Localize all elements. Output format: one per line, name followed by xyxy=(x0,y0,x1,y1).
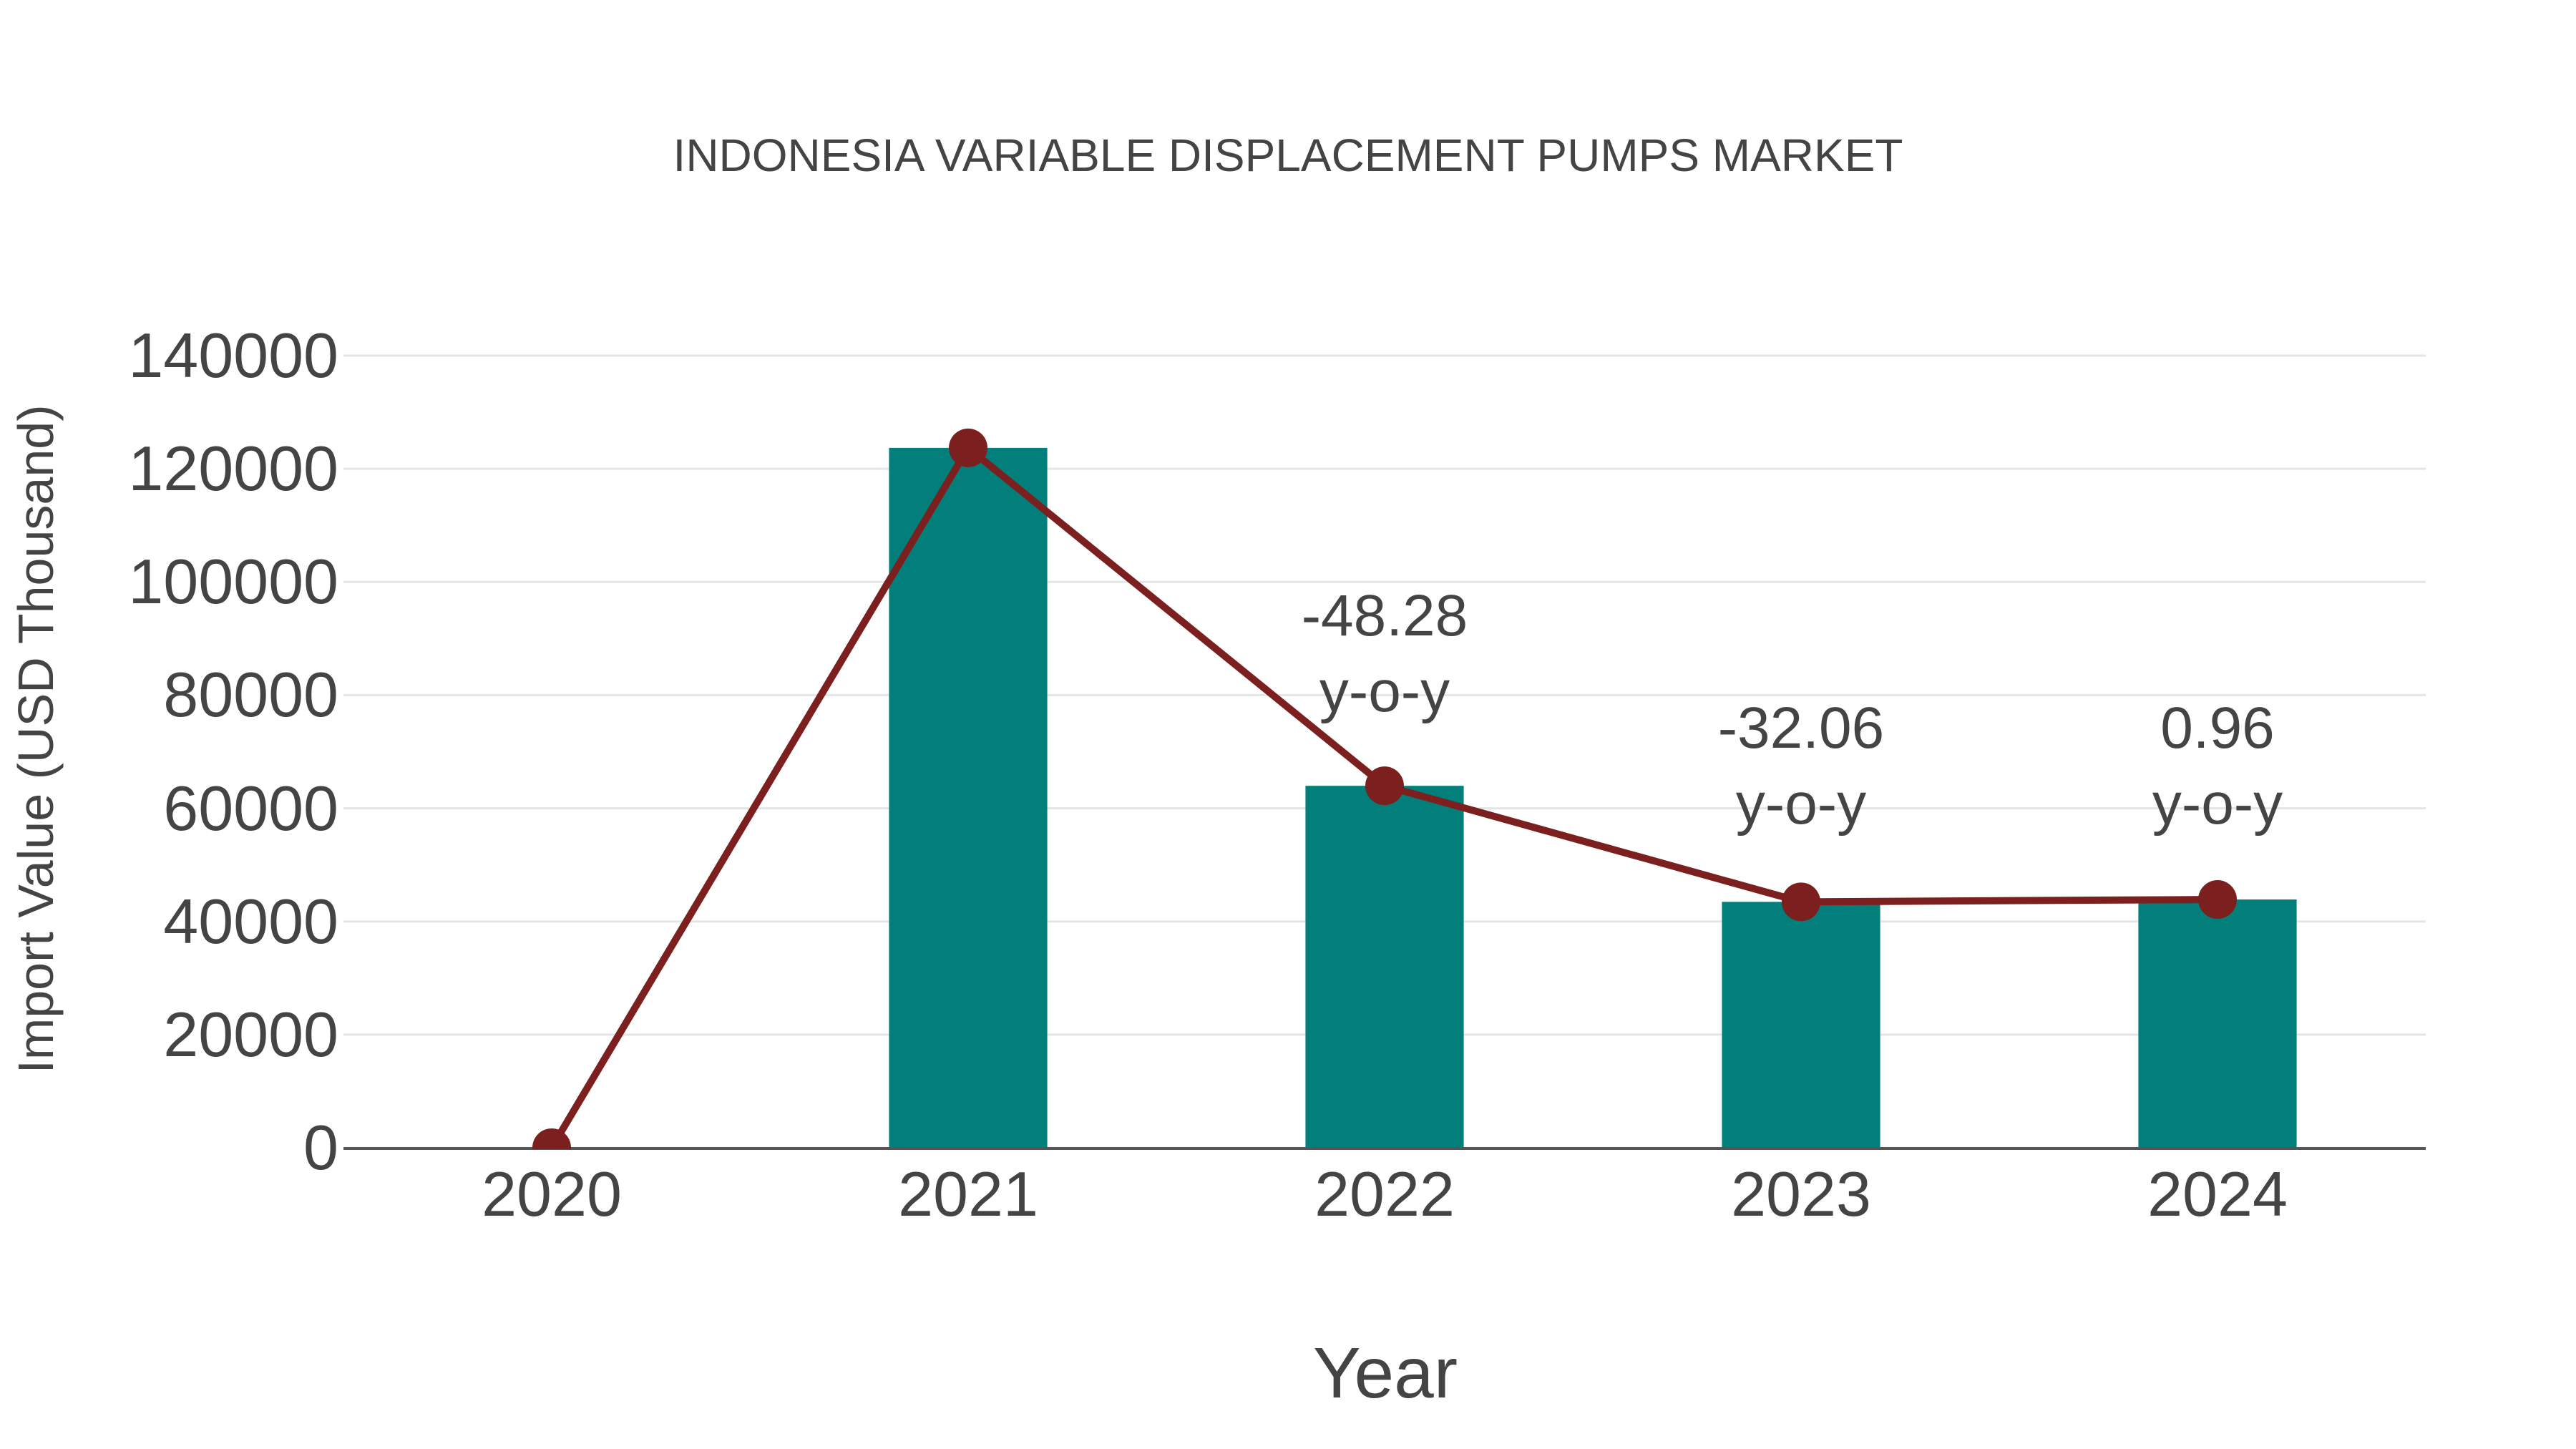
yoy-value: -32.06 xyxy=(1717,696,1885,761)
line-marker-2021 xyxy=(949,428,987,467)
yoy-annotation: 0.96 y-o-y xyxy=(2152,691,2283,842)
yoy-suffix: y-o-y xyxy=(2152,771,2283,836)
bar-series xyxy=(889,447,2297,1148)
yoy-annotation: -32.06 y-o-y xyxy=(1718,691,1885,842)
y-tick-label: 120000 xyxy=(128,433,338,504)
y-tick-label: 20000 xyxy=(163,998,338,1070)
chart-title: INDONESIA VARIABLE DISPLACEMENT PUMPS MA… xyxy=(673,130,1903,181)
y-tick-label: 0 xyxy=(303,1112,338,1183)
bar-2021 xyxy=(889,447,1048,1148)
y-tick-label: 60000 xyxy=(163,772,338,844)
line-series xyxy=(532,428,2237,1150)
yoy-annotation: -48.28 y-o-y xyxy=(1302,578,1468,730)
y-tick-label: 80000 xyxy=(163,659,338,731)
x-axis-title: Year xyxy=(1312,1333,1458,1413)
line-marker-2020 xyxy=(532,1128,571,1149)
y-tick-label: 140000 xyxy=(128,320,338,391)
line-marker-2022 xyxy=(1365,766,1404,806)
yoy-value: 0.96 xyxy=(2160,696,2275,761)
y-tick-label: 40000 xyxy=(163,885,338,957)
x-tick-label: 2022 xyxy=(1314,1158,1455,1229)
x-tick-label: 2023 xyxy=(1731,1158,1871,1229)
yoy-suffix: y-o-y xyxy=(1319,659,1450,724)
y-tick-label: 100000 xyxy=(128,546,338,618)
bar-2022 xyxy=(1305,786,1464,1148)
x-tick-label: 2024 xyxy=(2147,1158,2288,1229)
bar-2024 xyxy=(2138,899,2297,1148)
x-tick-label: 2020 xyxy=(482,1158,622,1229)
x-tick-label: 2021 xyxy=(898,1158,1038,1229)
y-axis-title: Import Value (USD Thousand) xyxy=(8,404,64,1074)
line-marker-2023 xyxy=(1782,882,1820,922)
bar-2023 xyxy=(1722,902,1880,1148)
yoy-suffix: y-o-y xyxy=(1735,771,1867,836)
yoy-value: -48.28 xyxy=(1301,583,1468,648)
line-marker-2024 xyxy=(2198,880,2237,919)
